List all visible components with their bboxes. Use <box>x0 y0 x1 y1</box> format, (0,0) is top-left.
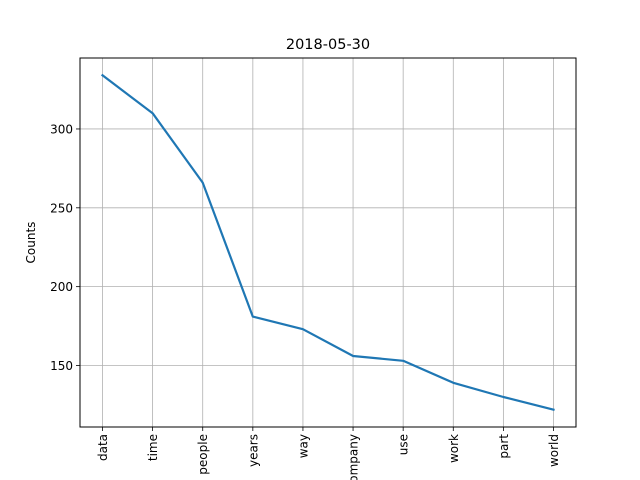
y-tick-label: 250 <box>50 201 73 215</box>
x-tick-label: use <box>397 434 411 455</box>
series-line <box>100 73 555 412</box>
y-tick-layer: 150 200 250 300 <box>50 122 80 373</box>
y-tick-label: 200 <box>50 280 73 294</box>
grid-layer <box>80 58 576 427</box>
x-tick-label: world <box>547 434 561 467</box>
series-layer <box>100 73 555 412</box>
plot-frame <box>79 57 577 428</box>
x-tick-label: company <box>347 434 361 480</box>
y-tick-label: 300 <box>50 122 73 136</box>
y-axis-label: Counts <box>24 222 38 264</box>
x-tick-label: way <box>296 434 310 458</box>
x-tick-label: work <box>447 434 461 463</box>
x-tick-label: data <box>96 434 110 461</box>
x-tick-label: people <box>196 434 210 475</box>
y-tick-label: 150 <box>50 359 73 373</box>
x-tick-layer: data time people years way company use work part… <box>96 427 561 480</box>
chart-title: 2018-05-30 <box>286 37 370 53</box>
x-tick-label: time <box>146 434 160 461</box>
x-tick-label: years <box>246 434 260 467</box>
x-tick-label: part <box>497 434 511 459</box>
